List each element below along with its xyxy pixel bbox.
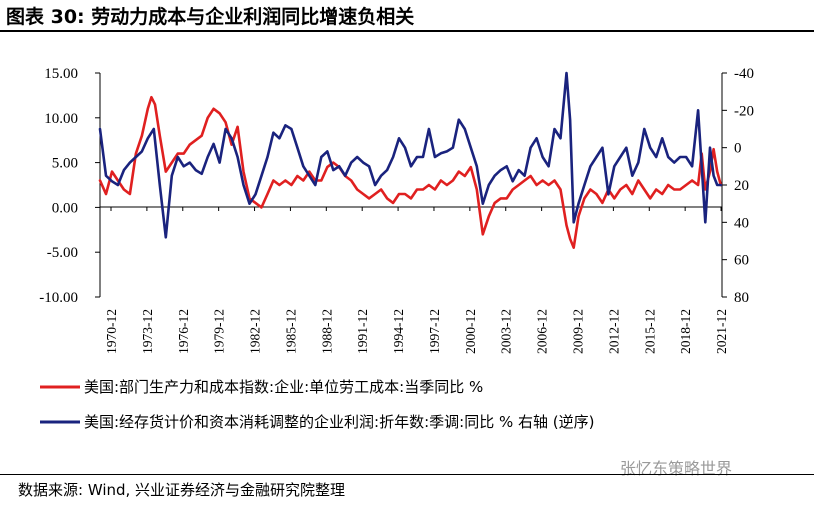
chart-legend: 美国:部门生产力和成本指数:企业:单位劳工成本:当季同比 % 美国:经存货计价和资…	[40, 378, 594, 431]
right-tick-label: 0	[734, 141, 742, 157]
watermark-text: 张忆东策略世界	[620, 459, 733, 478]
right-tick-label: 60	[734, 253, 749, 269]
data-source: 数据来源: Wind, 兴业证券经济与金融研究院整理	[18, 481, 346, 499]
x-tick-label: 2018-12	[678, 309, 693, 354]
x-tick-label: 2000-12	[463, 309, 478, 354]
chart-axes: 15.00 10.00 5.00 0.00 -5.00 -10.00 -40 -20 0 20 40…	[39, 66, 754, 354]
chart-title: 图表 30: 劳动力成本与企业利润同比增速负相关	[6, 6, 415, 28]
x-tick-label: 1979-12	[212, 309, 227, 354]
x-tick-label: 2015-12	[642, 309, 657, 354]
right-tick-label: 40	[734, 215, 749, 231]
x-tick-label: 2009-12	[571, 309, 586, 354]
footer-divider	[0, 474, 814, 475]
x-tick-label: 1997-12	[427, 309, 442, 354]
x-tick-label: 2003-12	[499, 309, 514, 354]
left-tick-label: -10.00	[39, 290, 78, 306]
left-tick-label: 0.00	[52, 200, 78, 216]
x-tick-label: 1988-12	[319, 309, 334, 354]
chart-series	[98, 71, 723, 249]
series-labor-cost-line	[98, 95, 723, 249]
left-tick-label: 10.00	[44, 111, 78, 127]
right-tick-label: -40	[734, 66, 754, 82]
x-tick-label: 1970-12	[104, 309, 119, 354]
right-tick-label: 20	[734, 178, 749, 194]
x-tick-label: 1982-12	[248, 309, 263, 354]
x-tick-label: 1976-12	[176, 309, 191, 354]
left-tick-label: -5.00	[47, 245, 78, 261]
left-tick-label: 15.00	[44, 66, 78, 82]
legend-label-corporate-profit: 美国:经存货计价和资本消耗调整的企业利润:折年数:季调:同比 % 右轴 (逆序)	[84, 413, 594, 431]
x-tick-label: 1985-12	[283, 309, 298, 354]
right-tick-label: -20	[734, 103, 754, 119]
x-tick-label: 1973-12	[140, 309, 155, 354]
x-tick-label: 1991-12	[355, 309, 370, 354]
x-tick-label: 2021-12	[714, 309, 729, 354]
right-tick-label: 80	[734, 290, 749, 306]
x-tick-label: 2006-12	[535, 309, 550, 354]
legend-label-labor-cost: 美国:部门生产力和成本指数:企业:单位劳工成本:当季同比 %	[84, 378, 483, 396]
x-tick-label: 1994-12	[391, 309, 406, 354]
left-tick-label: 5.00	[52, 156, 78, 172]
x-tick-label: 2012-12	[606, 309, 621, 354]
series-corporate-profit-line	[98, 71, 723, 239]
title-divider	[0, 30, 814, 32]
